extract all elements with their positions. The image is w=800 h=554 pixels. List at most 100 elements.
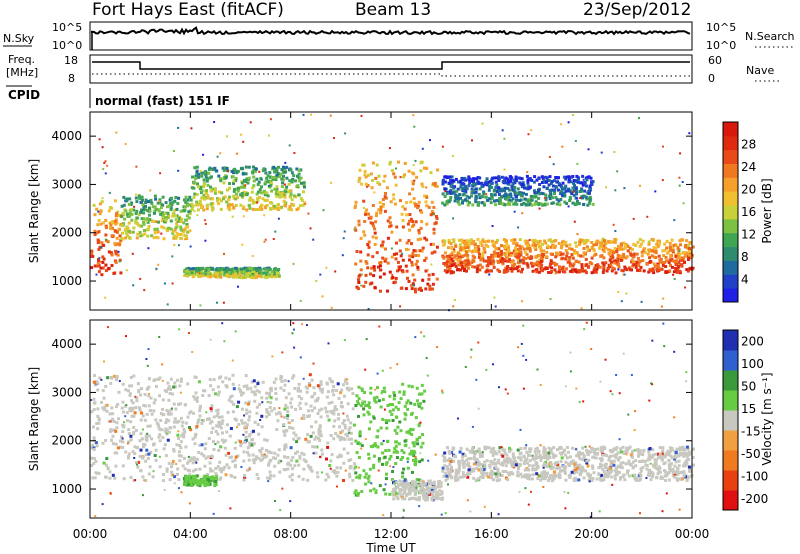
data-cell <box>595 267 599 271</box>
data-cell <box>148 465 152 469</box>
data-cell <box>357 492 360 495</box>
data-cell <box>313 437 317 441</box>
data-cell <box>163 443 167 447</box>
data-cell <box>114 464 118 468</box>
data-cell <box>103 405 107 409</box>
data-cell <box>243 475 247 479</box>
data-cell <box>115 451 119 455</box>
data-cell <box>510 238 514 242</box>
data-cell <box>443 203 447 207</box>
data-cell <box>651 249 654 253</box>
data-cell <box>135 446 139 449</box>
data-cell <box>416 206 420 210</box>
data-cell <box>391 273 394 276</box>
data-cell <box>118 227 121 231</box>
data-cell <box>222 181 226 185</box>
data-cell <box>238 267 242 271</box>
data-cell <box>360 387 364 391</box>
data-cell <box>407 248 410 251</box>
data-cell <box>91 476 95 480</box>
data-cell <box>306 415 310 418</box>
data-cell <box>300 451 304 455</box>
data-cell <box>445 202 449 206</box>
data-cell <box>618 471 621 475</box>
data-cell <box>559 246 563 250</box>
data-cell <box>285 176 289 180</box>
data-cell <box>489 180 493 183</box>
data-cell <box>561 252 565 256</box>
data-cell <box>244 430 248 434</box>
data-cell <box>240 419 244 423</box>
data-cell <box>502 270 506 274</box>
data-cell <box>183 274 187 277</box>
data-cell <box>497 254 500 258</box>
data-cell <box>225 423 229 427</box>
data-cell <box>554 255 558 259</box>
data-cell <box>181 464 185 468</box>
data-cell <box>540 456 543 459</box>
data-cell <box>566 189 570 193</box>
data-cell <box>544 193 548 197</box>
data-cell <box>234 197 238 201</box>
data-cell <box>562 239 565 242</box>
data-cell <box>464 178 467 182</box>
data-cell <box>507 257 511 261</box>
data-cell <box>537 243 541 247</box>
data-cell <box>575 192 578 196</box>
data-cell <box>578 240 582 244</box>
data-cell <box>241 195 244 199</box>
data-cell <box>676 266 680 270</box>
data-cell <box>342 237 345 240</box>
data-cell <box>567 180 571 184</box>
data-cell <box>175 207 179 211</box>
data-cell <box>625 255 629 259</box>
data-cell <box>149 450 153 454</box>
data-cell <box>114 222 118 226</box>
data-cell <box>297 193 301 197</box>
data-cell <box>304 402 308 406</box>
data-cell <box>206 473 210 476</box>
data-cell <box>217 448 221 452</box>
data-cell <box>399 199 402 203</box>
data-cell <box>246 387 249 391</box>
data-cell <box>423 488 426 492</box>
data-cell <box>159 412 163 416</box>
data-cell <box>429 242 433 246</box>
data-cell <box>336 455 340 459</box>
data-cell <box>233 475 237 479</box>
data-cell <box>195 200 199 204</box>
data-cell <box>251 438 255 441</box>
data-cell <box>227 270 231 274</box>
data-cell <box>226 188 229 192</box>
data-cell <box>459 238 463 242</box>
data-cell <box>264 180 268 184</box>
data-cell <box>421 441 425 445</box>
data-cell <box>210 208 214 212</box>
data-cell <box>445 200 449 204</box>
data-cell <box>532 243 535 247</box>
data-cell <box>138 408 142 412</box>
data-cell <box>332 424 336 428</box>
data-cell <box>248 444 252 448</box>
data-cell <box>302 181 306 185</box>
data-cell <box>506 244 510 248</box>
data-cell <box>107 419 111 423</box>
data-cell <box>268 470 272 474</box>
data-cell <box>182 198 186 202</box>
data-cell <box>157 377 160 381</box>
data-cell <box>148 409 152 412</box>
data-cell <box>464 190 468 194</box>
data-cell <box>114 249 118 253</box>
data-cell <box>265 438 269 442</box>
data-cell <box>489 201 493 205</box>
data-cell <box>277 190 281 194</box>
data-cell <box>207 455 210 459</box>
data-cell <box>477 181 481 185</box>
data-cell <box>433 250 437 254</box>
data-cell <box>198 484 202 488</box>
data-cell <box>665 471 669 475</box>
data-cell <box>681 238 685 242</box>
data-cell <box>382 488 386 492</box>
data-cell <box>401 270 405 274</box>
data-cell <box>179 446 183 450</box>
